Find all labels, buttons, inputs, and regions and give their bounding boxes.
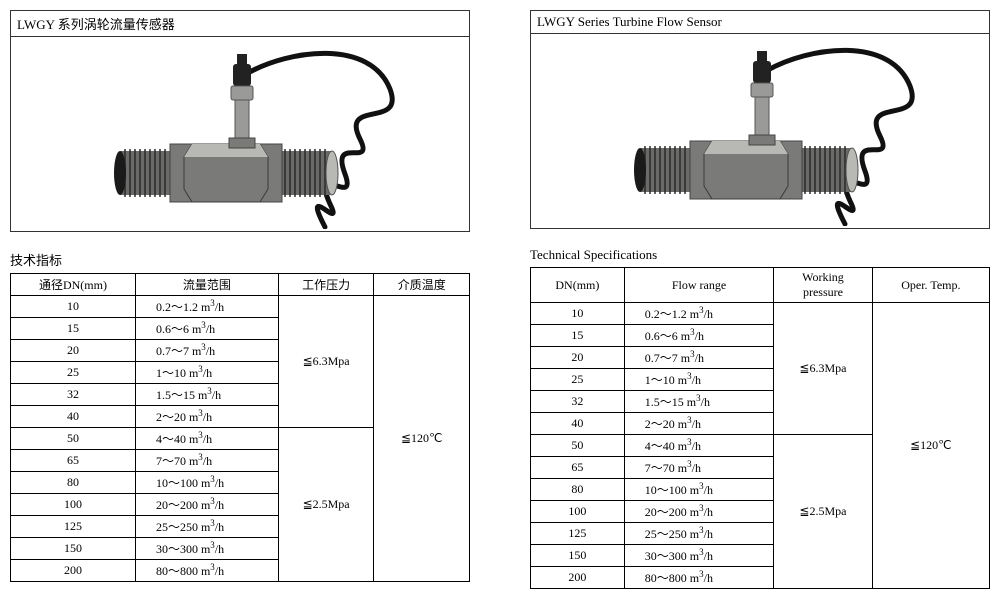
sensor-illustration-left	[30, 39, 450, 229]
right-spec-table: DN(mm)Flow rangeWorkingpressureOper. Tem…	[530, 267, 990, 589]
temp-cell: ≦120℃	[374, 296, 470, 582]
flow-cell: 2～20 m3/h	[624, 413, 773, 435]
col-header: 流量范围	[135, 274, 278, 296]
dn-cell: 125	[11, 516, 136, 538]
flow-cell: 0.7～7 m3/h	[135, 340, 278, 362]
page-row: LWGY 系列涡轮流量传感器 技术指标 通径DN(mm)流量范围工作压力介质温度…	[10, 10, 990, 589]
dn-cell: 100	[11, 494, 136, 516]
dn-cell: 25	[11, 362, 136, 384]
pressure-cell-1: ≦6.3Mpa	[278, 296, 374, 428]
flow-cell: 0.2～1.2 m3/h	[624, 303, 773, 325]
right-col: LWGY Series Turbine Flow Sensor Technica…	[530, 10, 990, 589]
dn-cell: 200	[11, 560, 136, 582]
flow-cell: 10～100 m3/h	[624, 479, 773, 501]
flow-cell: 2～20 m3/h	[135, 406, 278, 428]
dn-cell: 40	[11, 406, 136, 428]
dn-cell: 25	[531, 369, 625, 391]
flow-cell: 30～300 m3/h	[624, 545, 773, 567]
flow-cell: 0.6～6 m3/h	[135, 318, 278, 340]
left-tbody: 通径DN(mm)流量范围工作压力介质温度100.2～1.2 m3/h≦6.3Mp…	[11, 274, 470, 582]
left-section-label: 技术指标	[10, 250, 470, 269]
col-header: Oper. Temp.	[872, 268, 989, 303]
left-image-box	[10, 37, 470, 232]
col-header: 工作压力	[278, 274, 374, 296]
col-header: 通径DN(mm)	[11, 274, 136, 296]
dn-cell: 40	[531, 413, 625, 435]
flow-cell: 7～70 m3/h	[135, 450, 278, 472]
right-section-label: Technical Specifications	[530, 247, 990, 263]
flow-cell: 0.2～1.2 m3/h	[135, 296, 278, 318]
flow-cell: 20～200 m3/h	[135, 494, 278, 516]
pressure-cell-2: ≦2.5Mpa	[774, 435, 873, 589]
dn-cell: 150	[531, 545, 625, 567]
dn-cell: 80	[531, 479, 625, 501]
flow-cell: 1～10 m3/h	[624, 369, 773, 391]
flow-cell: 30～300 m3/h	[135, 538, 278, 560]
flow-cell: 0.7～7 m3/h	[624, 347, 773, 369]
dn-cell: 150	[11, 538, 136, 560]
flow-cell: 25～250 m3/h	[624, 523, 773, 545]
dn-cell: 15	[11, 318, 136, 340]
dn-cell: 200	[531, 567, 625, 589]
right-tbody: DN(mm)Flow rangeWorkingpressureOper. Tem…	[531, 268, 990, 589]
flow-cell: 1.5～15 m3/h	[624, 391, 773, 413]
flow-cell: 25～250 m3/h	[135, 516, 278, 538]
left-col: LWGY 系列涡轮流量传感器 技术指标 通径DN(mm)流量范围工作压力介质温度…	[10, 10, 470, 589]
table-row: 100.2～1.2 m3/h≦6.3Mpa≦120℃	[531, 303, 990, 325]
flow-cell: 7～70 m3/h	[624, 457, 773, 479]
flow-cell: 1～10 m3/h	[135, 362, 278, 384]
dn-cell: 20	[531, 347, 625, 369]
left-spec-table: 通径DN(mm)流量范围工作压力介质温度100.2～1.2 m3/h≦6.3Mp…	[10, 273, 470, 582]
pressure-cell-1: ≦6.3Mpa	[774, 303, 873, 435]
col-header: Flow range	[624, 268, 773, 303]
flow-cell: 1.5～15 m3/h	[135, 384, 278, 406]
dn-cell: 15	[531, 325, 625, 347]
dn-cell: 125	[531, 523, 625, 545]
flow-cell: 80～800 m3/h	[624, 567, 773, 589]
dn-cell: 80	[11, 472, 136, 494]
col-header: 介质温度	[374, 274, 470, 296]
dn-cell: 50	[531, 435, 625, 457]
right-image-box	[530, 34, 990, 229]
flow-cell: 20～200 m3/h	[624, 501, 773, 523]
flow-cell: 0.6～6 m3/h	[624, 325, 773, 347]
flow-cell: 80～800 m3/h	[135, 560, 278, 582]
right-title: LWGY Series Turbine Flow Sensor	[530, 10, 990, 34]
col-header: Workingpressure	[774, 268, 873, 303]
flow-cell: 4～40 m3/h	[135, 428, 278, 450]
col-header: DN(mm)	[531, 268, 625, 303]
dn-cell: 65	[11, 450, 136, 472]
dn-cell: 32	[11, 384, 136, 406]
dn-cell: 100	[531, 501, 625, 523]
sensor-illustration-right	[550, 36, 970, 226]
dn-cell: 20	[11, 340, 136, 362]
dn-cell: 10	[11, 296, 136, 318]
dn-cell: 32	[531, 391, 625, 413]
table-row: 100.2～1.2 m3/h≦6.3Mpa≦120℃	[11, 296, 470, 318]
temp-cell: ≦120℃	[872, 303, 989, 589]
dn-cell: 50	[11, 428, 136, 450]
dn-cell: 65	[531, 457, 625, 479]
left-title: LWGY 系列涡轮流量传感器	[10, 10, 470, 37]
flow-cell: 4～40 m3/h	[624, 435, 773, 457]
flow-cell: 10～100 m3/h	[135, 472, 278, 494]
dn-cell: 10	[531, 303, 625, 325]
pressure-cell-2: ≦2.5Mpa	[278, 428, 374, 582]
